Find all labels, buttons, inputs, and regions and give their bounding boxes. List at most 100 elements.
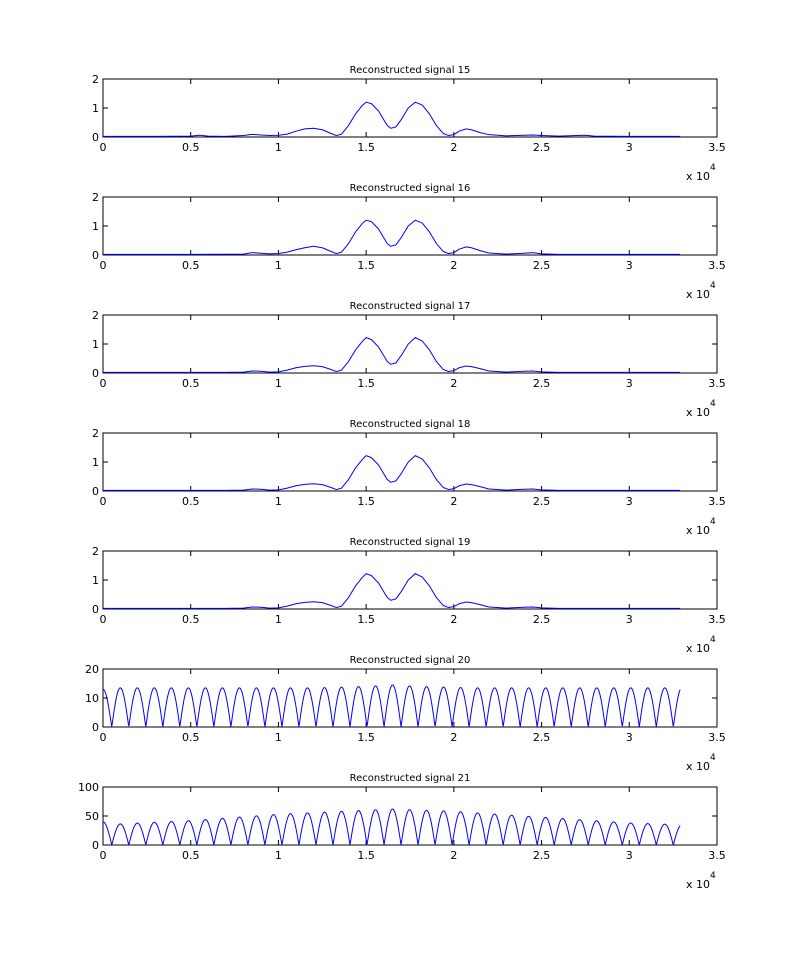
- x-tick-label: 0: [100, 495, 107, 508]
- x-tick-label: 1.5: [357, 731, 375, 744]
- x-tick-label: 3.5: [708, 495, 726, 508]
- y-tick-label: 100: [78, 781, 99, 794]
- y-tick-label: 0: [92, 603, 99, 616]
- x-tick-label: 1: [275, 141, 282, 154]
- axes-box: [102, 314, 718, 374]
- y-tick-label: 10: [85, 692, 99, 705]
- x-tick-label: 3: [626, 495, 633, 508]
- x-tick-label: 2: [450, 849, 457, 862]
- subplot-6: Reconstructed signal 20 0 0.5 1 1.5 2 2.5 3 3.5 0…: [85, 655, 726, 773]
- chart-title: Reconstructed signal 18: [350, 419, 471, 430]
- x-tick-label: 0: [100, 849, 107, 862]
- y-tick-label: 0: [92, 485, 99, 498]
- x-axis-multiplier: x 10: [686, 170, 710, 183]
- x-tick-label: 3: [626, 731, 633, 744]
- y-tick-label: 1: [92, 338, 99, 351]
- x-tick-label: 1: [275, 495, 282, 508]
- chart-title: Reconstructed signal 17: [350, 301, 471, 312]
- x-tick-label: 3: [626, 377, 633, 390]
- chart-title: Reconstructed signal 16: [350, 183, 471, 194]
- x-tick-label: 2.5: [533, 259, 551, 272]
- y-tick-label: 0: [92, 249, 99, 262]
- x-tick-label: 3: [626, 613, 633, 626]
- axes-box: [102, 432, 718, 492]
- x-axis-exponent: 4: [710, 281, 716, 291]
- x-axis-exponent: 4: [710, 163, 716, 173]
- x-tick-label: 2.5: [533, 495, 551, 508]
- x-axis-exponent: 4: [710, 871, 716, 881]
- x-tick-label: 0: [100, 377, 107, 390]
- x-axis-exponent: 4: [710, 399, 716, 409]
- x-tick-label: 3: [626, 141, 633, 154]
- x-tick-label: 0.5: [182, 377, 200, 390]
- x-axis-exponent: 4: [710, 753, 716, 763]
- subplot-3: Reconstructed signal 17 0 0.5 1 1.5 2 2.5 3 3.5 0…: [92, 301, 726, 419]
- x-tick-label: 1.5: [357, 377, 375, 390]
- subplot-7: Reconstructed signal 21 0 0.5 1 1.5 2 2.5 3 3.5 0…: [78, 773, 726, 891]
- series-line: [103, 219, 681, 255]
- y-tick-label: 20: [85, 663, 99, 676]
- series-line: [103, 101, 681, 137]
- x-tick-label: 1.5: [357, 613, 375, 626]
- x-tick-label: 1: [275, 731, 282, 744]
- x-tick-label: 2: [450, 495, 457, 508]
- x-tick-label: 3.5: [708, 377, 726, 390]
- x-tick-label: 1: [275, 377, 282, 390]
- x-tick-label: 0.5: [182, 849, 200, 862]
- y-tick-label: 50: [85, 810, 99, 823]
- x-tick-label: 2.5: [533, 141, 551, 154]
- y-tick-label: 0: [92, 721, 99, 734]
- x-tick-label: 2: [450, 141, 457, 154]
- y-tick-label: 1: [92, 456, 99, 469]
- x-tick-label: 1.5: [357, 495, 375, 508]
- x-tick-label: 3.5: [708, 259, 726, 272]
- x-tick-label: 2.5: [533, 849, 551, 862]
- x-tick-label: 2.5: [533, 377, 551, 390]
- x-axis-multiplier: x 10: [686, 288, 710, 301]
- x-tick-label: 0.5: [182, 141, 200, 154]
- x-axis-exponent: 4: [710, 517, 716, 527]
- x-axis-multiplier: x 10: [686, 642, 710, 655]
- series-line: [103, 455, 681, 491]
- x-tick-label: 1: [275, 259, 282, 272]
- y-tick-label: 1: [92, 574, 99, 587]
- x-tick-label: 3.5: [708, 613, 726, 626]
- x-axis-exponent: 4: [710, 635, 716, 645]
- x-tick-label: 3: [626, 849, 633, 862]
- x-axis-multiplier: x 10: [686, 524, 710, 537]
- x-axis-multiplier: x 10: [686, 760, 710, 773]
- axes-box: [102, 196, 718, 256]
- x-axis-multiplier: x 10: [686, 406, 710, 419]
- series-line: [103, 573, 681, 609]
- series-line: [102, 808, 681, 846]
- x-tick-label: 0.5: [182, 495, 200, 508]
- y-tick-label: 2: [92, 427, 99, 440]
- axes-box: [102, 550, 718, 610]
- chart-title: Reconstructed signal 21: [350, 773, 471, 784]
- x-tick-label: 1.5: [357, 849, 375, 862]
- x-tick-label: 1.5: [357, 259, 375, 272]
- x-tick-label: 3.5: [708, 731, 726, 744]
- x-tick-label: 0: [100, 613, 107, 626]
- subplot-1: Reconstructed signal 15 0 0.5 1 1.5 2 2.5 3 3.5 0…: [92, 65, 726, 183]
- x-tick-label: 1: [275, 849, 282, 862]
- subplot-2: Reconstructed signal 16 0 0.5 1 1.5 2 2.5 3 3.5 0…: [92, 183, 726, 301]
- x-tick-label: 2.5: [533, 731, 551, 744]
- y-tick-label: 2: [92, 545, 99, 558]
- x-tick-label: 2.5: [533, 613, 551, 626]
- subplot-4: Reconstructed signal 18 0 0.5 1 1.5 2 2.5 3 3.5 0…: [92, 419, 726, 537]
- axes-box: [102, 668, 718, 728]
- y-tick-label: 1: [92, 220, 99, 233]
- series-line: [103, 337, 681, 373]
- chart-title: Reconstructed signal 15: [350, 65, 471, 76]
- x-tick-label: 0: [100, 141, 107, 154]
- x-tick-label: 3.5: [708, 849, 726, 862]
- y-tick-label: 2: [92, 309, 99, 322]
- x-tick-label: 0.5: [182, 613, 200, 626]
- x-tick-label: 3.5: [708, 141, 726, 154]
- series-line: [102, 684, 681, 728]
- x-tick-label: 2: [450, 613, 457, 626]
- y-tick-label: 2: [92, 191, 99, 204]
- x-tick-label: 2: [450, 377, 457, 390]
